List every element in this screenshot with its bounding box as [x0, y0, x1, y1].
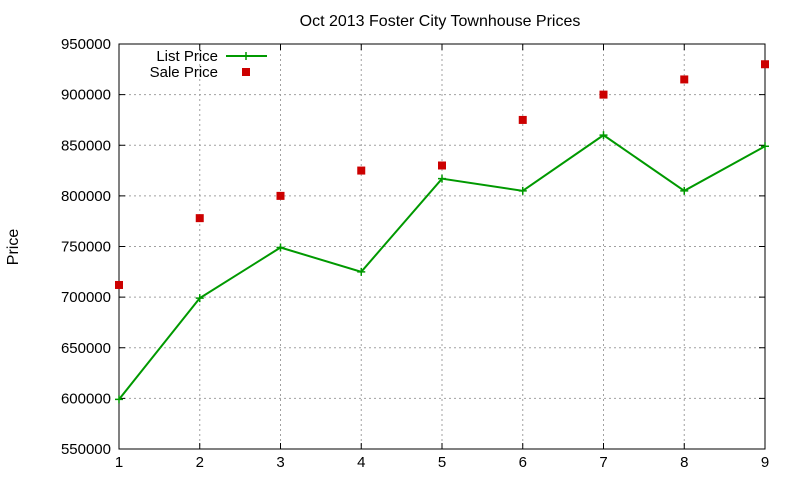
legend-label: List Price [156, 48, 218, 65]
chart-title: Oct 2013 Foster City Townhouse Prices [300, 13, 581, 30]
data-point [518, 115, 527, 124]
x-tick-label: 2 [196, 454, 204, 471]
y-axis-label: Price [5, 229, 22, 266]
data-point [195, 294, 204, 303]
y-tick-label: 750000 [61, 239, 111, 256]
y-tick-label: 850000 [61, 137, 111, 154]
y-tick-label: 650000 [61, 340, 111, 357]
x-tick-label: 8 [680, 454, 688, 471]
x-tick-label: 9 [761, 454, 769, 471]
data-point [438, 174, 446, 183]
data-point [761, 142, 769, 151]
y-tick-label: 550000 [61, 441, 111, 458]
data-point [276, 243, 285, 252]
data-point [195, 214, 204, 223]
data-point [115, 395, 123, 404]
series-sale-price [115, 60, 769, 289]
data-point [438, 161, 446, 170]
data-point [518, 186, 527, 195]
data-point [115, 280, 123, 289]
data-point [599, 131, 608, 140]
data-point [680, 186, 689, 195]
legend-marker [242, 52, 250, 60]
data-point [761, 60, 769, 69]
x-tick-label: 6 [519, 454, 527, 471]
series-list-price [115, 131, 769, 404]
grid-lines [119, 44, 765, 449]
x-tick-label: 5 [438, 454, 446, 471]
data-point [357, 267, 366, 276]
data-point [599, 90, 608, 99]
x-tick-label: 1 [115, 454, 123, 471]
x-tick-label: 7 [599, 454, 607, 471]
data-point [680, 75, 689, 84]
x-tick-label: 4 [357, 454, 365, 471]
y-tick-label: 700000 [61, 289, 111, 306]
x-tick-label: 3 [276, 454, 284, 471]
legend-marker [242, 68, 250, 76]
y-tick-label: 800000 [61, 188, 111, 205]
y-tick-label: 950000 [61, 36, 111, 53]
legend-label: Sale Price [150, 64, 218, 81]
series-layer [115, 60, 769, 404]
data-point [276, 191, 285, 200]
y-tick-label: 600000 [61, 390, 111, 407]
data-point [357, 166, 366, 175]
axis-ticks: 1 2 3 4 5 6 7 8 9 550000 600000 650000 700000 750000 8… [61, 36, 769, 471]
y-tick-label: 900000 [61, 87, 111, 104]
